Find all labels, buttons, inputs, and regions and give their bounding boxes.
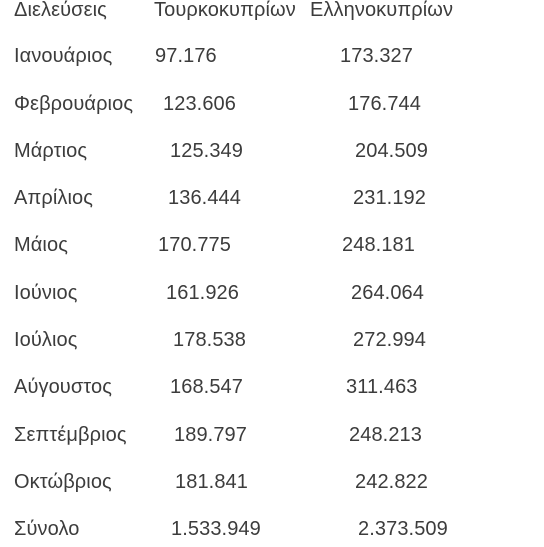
month-label: Μάρτιος	[14, 140, 88, 162]
greek-cypriot-value: 231.192	[353, 187, 426, 209]
total-row: Σύνολο 1.533.949 2.373.509	[0, 517, 544, 541]
greek-cypriot-value: 272.994	[353, 329, 426, 351]
table-row: Ιανουάριος 97.176 173.327	[0, 44, 544, 68]
total-label: Σύνολο	[14, 518, 80, 540]
turkish-cypriot-value: 168.547	[170, 376, 243, 398]
header-row: Διελεύσεις Τουρκοκυπρίων Ελληνοκυπρίων	[0, 0, 544, 22]
greek-cypriot-value: 311.463	[346, 376, 418, 398]
table-row: Μάρτιος 125.349 204.509	[0, 139, 544, 163]
table-row: Απρίλιος 136.444 231.192	[0, 186, 544, 210]
month-label: Ιούλιος	[14, 329, 78, 351]
turkish-cypriot-value: 123.606	[163, 93, 236, 115]
turkish-cypriot-value: 181.841	[175, 471, 248, 493]
month-label: Μάιος	[14, 234, 68, 256]
header-greek-cypriots: Ελληνοκυπρίων	[310, 0, 454, 21]
table-row: Ιούλιος 178.538 272.994	[0, 328, 544, 352]
header-crossings: Διελεύσεις	[14, 0, 107, 21]
month-label: Ιούνιος	[14, 282, 78, 304]
table-row: Μάιος 170.775 248.181	[0, 233, 544, 257]
greek-cypriot-value: 248.181	[342, 234, 415, 256]
turkish-cypriot-value: 170.775	[158, 234, 231, 256]
table-row: Φεβρουάριος 123.606 176.744	[0, 92, 544, 116]
greek-cypriot-value: 264.064	[351, 282, 424, 304]
greek-cypriot-value: 173.327	[340, 45, 413, 67]
turkish-cypriot-value: 189.797	[174, 424, 247, 446]
table-row: Σεπτέμβριος 189.797 248.213	[0, 423, 544, 447]
turkish-cypriot-value: 161.926	[166, 282, 239, 304]
month-label: Φεβρουάριος	[14, 93, 134, 115]
turkish-cypriot-value: 97.176	[155, 45, 217, 67]
greek-cypriot-value: 176.744	[348, 93, 421, 115]
turkish-cypriot-value: 125.349	[170, 140, 243, 162]
greek-cypriot-value: 248.213	[349, 424, 422, 446]
total-greek-cypriot-value: 2.373.509	[358, 518, 448, 540]
month-label: Ιανουάριος	[14, 45, 113, 67]
table-row: Οκτώβριος 181.841 242.822	[0, 470, 544, 494]
table-row: Αύγουστος 168.547 311.463	[0, 375, 544, 399]
turkish-cypriot-value: 178.538	[173, 329, 246, 351]
month-label: Σεπτέμβριος	[14, 424, 127, 446]
total-turkish-cypriot-value: 1.533.949	[171, 518, 261, 540]
header-turkish-cypriots: Τουρκοκυπρίων	[154, 0, 296, 21]
table-row: Ιούνιος 161.926 264.064	[0, 281, 544, 305]
turkish-cypriot-value: 136.444	[168, 187, 241, 209]
month-label: Οκτώβριος	[14, 471, 112, 493]
greek-cypriot-value: 204.509	[355, 140, 428, 162]
greek-cypriot-value: 242.822	[355, 471, 428, 493]
month-label: Απρίλιος	[14, 187, 93, 209]
month-label: Αύγουστος	[14, 376, 112, 398]
